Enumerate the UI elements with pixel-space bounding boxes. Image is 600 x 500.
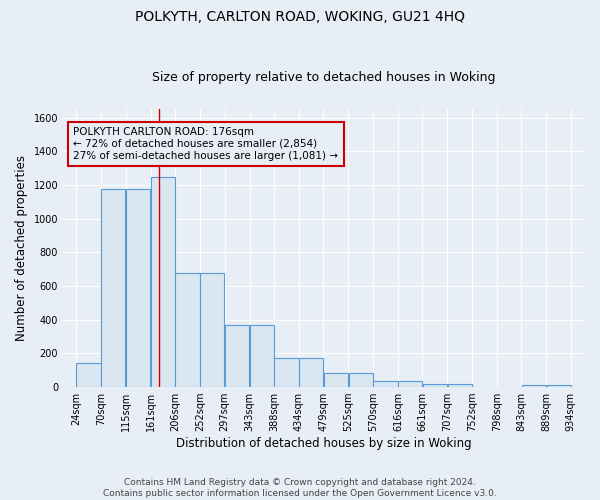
- Bar: [225, 325, 249, 387]
- Bar: [422, 384, 447, 387]
- Bar: [373, 381, 398, 387]
- Bar: [175, 274, 200, 387]
- Bar: [101, 190, 125, 387]
- Title: Size of property relative to detached houses in Woking: Size of property relative to detached ho…: [152, 72, 496, 85]
- Bar: [299, 358, 323, 387]
- Bar: [126, 190, 151, 387]
- Text: POLKYTH, CARLTON ROAD, WOKING, GU21 4HQ: POLKYTH, CARLTON ROAD, WOKING, GU21 4HQ: [135, 10, 465, 24]
- Bar: [200, 274, 224, 387]
- Bar: [547, 384, 571, 387]
- Text: POLKYTH CARLTON ROAD: 176sqm
← 72% of detached houses are smaller (2,854)
27% of: POLKYTH CARLTON ROAD: 176sqm ← 72% of de…: [73, 128, 338, 160]
- Bar: [398, 381, 422, 387]
- Bar: [448, 384, 472, 387]
- Bar: [151, 176, 175, 387]
- Y-axis label: Number of detached properties: Number of detached properties: [15, 155, 28, 341]
- Bar: [521, 384, 546, 387]
- Text: Contains HM Land Registry data © Crown copyright and database right 2024.
Contai: Contains HM Land Registry data © Crown c…: [103, 478, 497, 498]
- Bar: [76, 362, 101, 387]
- Bar: [324, 373, 348, 387]
- Bar: [274, 358, 299, 387]
- Bar: [250, 325, 274, 387]
- Bar: [349, 373, 373, 387]
- X-axis label: Distribution of detached houses by size in Woking: Distribution of detached houses by size …: [176, 437, 472, 450]
